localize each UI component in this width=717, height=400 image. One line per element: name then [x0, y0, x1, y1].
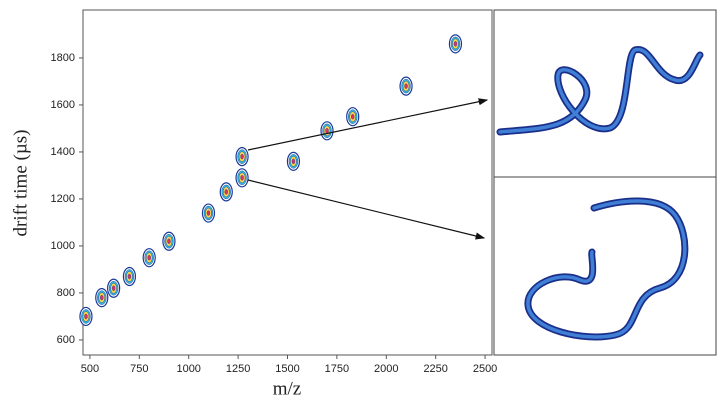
arrow [247, 98, 489, 151]
y-tick-label: 1200 [51, 193, 75, 205]
contour-spot [453, 41, 458, 47]
inset-top [493, 9, 717, 178]
contour-spot [111, 285, 116, 291]
contour-spot [100, 294, 104, 301]
y-axis-label: drift time (µs) [10, 130, 31, 237]
x-tick-label: 2250 [423, 363, 447, 375]
x-tick-label: 2000 [374, 363, 398, 375]
y-tick-label: 1400 [51, 146, 75, 158]
y-tick-label: 1000 [51, 240, 75, 252]
x-tick-label: 1000 [176, 363, 200, 375]
contour-spot [84, 313, 88, 320]
y-tick-label: 1600 [51, 99, 75, 111]
contour-spot [404, 83, 408, 89]
contour-spot [291, 158, 296, 165]
contour-spot [167, 238, 171, 244]
protein-highlight [498, 47, 702, 134]
contour-spot [206, 210, 211, 216]
protein-highlight [526, 199, 687, 339]
contour-spot [224, 189, 228, 195]
contour-spot [240, 175, 244, 181]
y-tick-label: 800 [57, 287, 75, 299]
x-tick-label: 1750 [325, 363, 349, 375]
x-tick-label: 750 [130, 363, 148, 375]
x-tick-label: 1250 [226, 363, 250, 375]
x-tick-label: 1500 [275, 363, 299, 375]
contour-spot [325, 128, 329, 134]
contour-spot [127, 273, 132, 280]
plot-frame [82, 9, 493, 356]
y-tick-label: 1800 [51, 52, 75, 64]
x-axis-label: m/z [273, 378, 302, 399]
x-tick-label: 2500 [473, 363, 497, 375]
contour-spot [351, 113, 355, 120]
y-tick-label: 600 [57, 334, 75, 346]
arrow [247, 179, 486, 240]
x-tick-label: 500 [81, 363, 99, 375]
contour-spot [147, 255, 151, 261]
contour-spot [240, 153, 244, 160]
